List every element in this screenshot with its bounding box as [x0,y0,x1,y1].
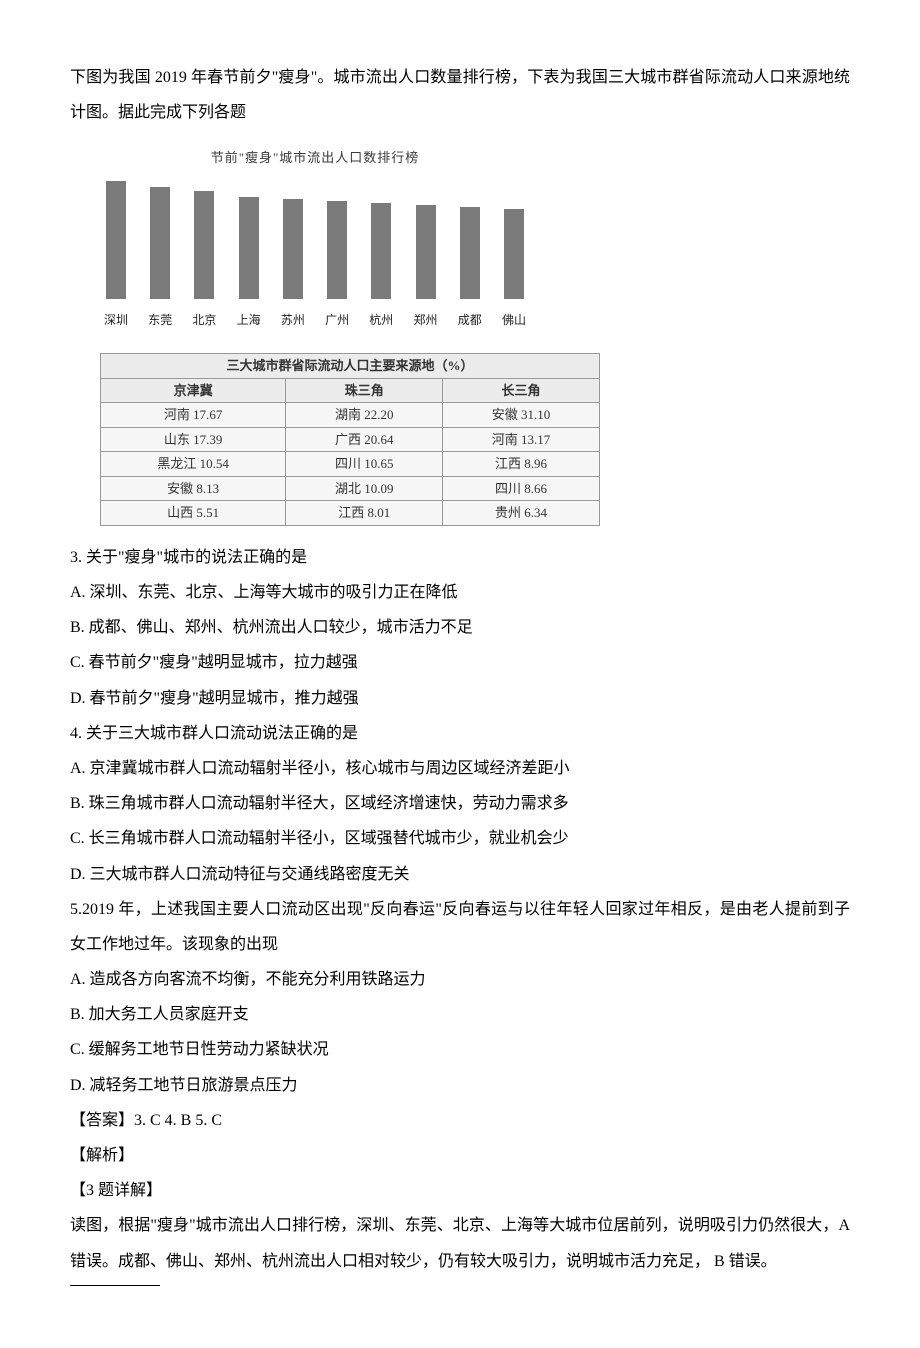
table-cell: 安徽 8.13 [101,476,286,501]
q4-opt-c: C. 长三角城市群人口流动辐射半径小，区域强替代城市少，就业机会少 [70,821,850,856]
bar-label-深圳: 深圳 [102,307,130,333]
col-1: 珠三角 [286,378,443,403]
bar-chart: 节前"瘦身"城市流出人口数排行榜 深圳东莞北京上海苏州广州杭州郑州成都佛山 [100,144,530,333]
q4-opt-a: A. 京津冀城市群人口流动辐射半径小，核心城市与周边区域经济差距小 [70,751,850,786]
table-cell: 河南 17.67 [101,403,286,428]
table-cell: 黑龙江 10.54 [101,452,286,477]
table-cell: 四川 8.66 [443,476,600,501]
bar-label-成都: 成都 [456,307,484,333]
chart-bars [100,179,530,299]
bar-佛山 [504,209,524,299]
bar-北京 [194,191,214,299]
bar-label-广州: 广州 [323,307,351,333]
bar-label-上海: 上海 [235,307,263,333]
table-cell: 广西 20.64 [286,427,443,452]
q3-opt-b: B. 成都、佛山、郑州、杭州流出人口较少，城市活力不足 [70,610,850,645]
table-cell: 山西 5.51 [101,501,286,526]
table-cell: 江西 8.01 [286,501,443,526]
q3-opt-c: C. 春节前夕"瘦身"越明显城市，拉力越强 [70,645,850,680]
bar-label-苏州: 苏州 [279,307,307,333]
table-row: 安徽 8.13湖北 10.09四川 8.66 [101,476,600,501]
table-cell: 山东 17.39 [101,427,286,452]
bar-label-杭州: 杭州 [367,307,395,333]
bar-label-东莞: 东莞 [146,307,174,333]
table-row: 河南 17.67湖南 22.20安徽 31.10 [101,403,600,428]
bar-杭州 [371,203,391,299]
bar-广州 [327,201,347,299]
bar-label-北京: 北京 [190,307,218,333]
bar-label-郑州: 郑州 [412,307,440,333]
q3-stem: 3. 关于"瘦身"城市的说法正确的是 [70,540,850,575]
table-cell: 安徽 31.10 [443,403,600,428]
table-cell: 四川 10.65 [286,452,443,477]
bar-label-佛山: 佛山 [500,307,528,333]
bar-深圳 [106,181,126,299]
q3-opt-a: A. 深圳、东莞、北京、上海等大城市的吸引力正在降低 [70,575,850,610]
table-row: 山东 17.39广西 20.64河南 13.17 [101,427,600,452]
table-caption: 三大城市群省际流动人口主要来源地（%） [101,354,600,379]
q3-opt-d: D. 春节前夕"瘦身"越明显城市，推力越强 [70,681,850,716]
table-cell: 湖南 22.20 [286,403,443,428]
intro-paragraph: 下图为我国 2019 年春节前夕"瘦身"。城市流出人口数量排行榜，下表为我国三大… [70,60,850,130]
col-0: 京津冀 [101,378,286,403]
bar-上海 [239,197,259,299]
analysis-q3-heading: 【3 题详解】 [70,1173,850,1208]
table-row: 山西 5.51江西 8.01贵州 6.34 [101,501,600,526]
table-cell: 河南 13.17 [443,427,600,452]
q4-stem: 4. 关于三大城市群人口流动说法正确的是 [70,716,850,751]
q5-stem: 5.2019 年，上述我国主要人口流动区出现"反向春运"反向春运与以往年轻人回家… [70,892,850,962]
bar-郑州 [416,205,436,299]
col-2: 长三角 [443,378,600,403]
q5-opt-b: B. 加大务工人员家庭开支 [70,997,850,1032]
answers: 【答案】3. C 4. B 5. C [70,1103,850,1138]
q5-opt-c: C. 缓解务工地节日性劳动力紧缺状况 [70,1032,850,1067]
chart-labels: 深圳东莞北京上海苏州广州杭州郑州成都佛山 [100,307,530,333]
bar-苏州 [283,199,303,299]
footer-rule [70,1285,160,1286]
q5-opt-a: A. 造成各方向客流不均衡，不能充分利用铁路运力 [70,962,850,997]
chart-title: 节前"瘦身"城市流出人口数排行榜 [100,144,530,173]
bar-东莞 [150,187,170,299]
q4-opt-d: D. 三大城市群人口流动特征与交通线路密度无关 [70,857,850,892]
analysis-heading: 【解析】 [70,1138,850,1173]
table-cell: 江西 8.96 [443,452,600,477]
analysis-q3-text: 读图，根据"瘦身"城市流出人口排行榜，深圳、东莞、北京、上海等大城市位居前列，说… [70,1208,850,1278]
table-cell: 贵州 6.34 [443,501,600,526]
data-table: 三大城市群省际流动人口主要来源地（%） 京津冀 珠三角 长三角 河南 17.67… [100,353,600,526]
table-cell: 湖北 10.09 [286,476,443,501]
q4-opt-b: B. 珠三角城市群人口流动辐射半径大，区域经济增速快，劳动力需求多 [70,786,850,821]
bar-成都 [460,207,480,299]
q5-opt-d: D. 减轻务工地节日旅游景点压力 [70,1068,850,1103]
table-row: 黑龙江 10.54四川 10.65江西 8.96 [101,452,600,477]
